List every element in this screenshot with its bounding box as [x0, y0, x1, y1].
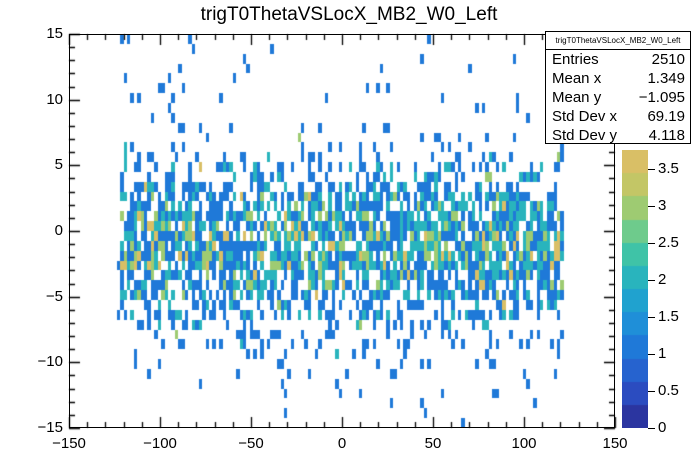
x-axis-tick-label: 100	[511, 435, 537, 452]
statistics-box-title: trigT0ThetaVSLocX_MB2_W0_Left	[546, 32, 690, 50]
color-palette-axis: 0 0.5 1 1.5 2 2.5 3 3.5	[648, 150, 698, 436]
statistics-row: Std Dev y 4.118	[546, 126, 690, 145]
x-axis-tick-label: 50	[424, 435, 442, 452]
palette-canvas	[622, 150, 648, 428]
statistics-value: 2510	[651, 51, 685, 68]
palette-tick-label: 2.5	[658, 233, 679, 251]
palette-tick	[648, 353, 655, 355]
statistics-label: Std Dev x	[552, 108, 618, 125]
y-axis-tick-label: 0	[54, 222, 63, 239]
palette-tick-label: 0	[658, 419, 667, 436]
x-axis-tick-label: −50	[238, 435, 264, 452]
palette-tick-label: 3.5	[658, 159, 679, 177]
y-axis-tick-label: −15	[37, 419, 63, 436]
statistics-rows: Entries 2510 Mean x 1.349 Mean y −1.095 Std De…	[546, 50, 690, 145]
y-axis-tick-label: 10	[46, 90, 63, 108]
palette-tick-label: 0.5	[658, 381, 679, 399]
y-axis-tick-label: −5	[45, 287, 63, 305]
y-axis-tick-label: 15	[46, 25, 63, 42]
palette-tick	[648, 168, 655, 170]
palette-tick	[648, 428, 655, 429]
statistics-label: Mean x	[552, 70, 602, 87]
color-palette-bar	[622, 150, 648, 428]
x-axis-tick-label: −150	[52, 435, 86, 452]
y-axis-tick-label: 5	[54, 156, 63, 174]
statistics-row: Mean y −1.095	[546, 88, 690, 107]
palette-tick	[648, 316, 655, 318]
statistics-box[interactable]: trigT0ThetaVSLocX_MB2_W0_Left Entries 251…	[545, 31, 691, 144]
palette-tick-label: 3	[658, 196, 667, 214]
statistics-value: 1.349	[647, 70, 685, 87]
statistics-row: Mean x 1.349	[546, 69, 690, 88]
x-axis-tick-label: 0	[337, 435, 347, 452]
x-axis-tick-label: −100	[143, 435, 177, 452]
statistics-row: Std Dev x 69.19	[546, 107, 690, 126]
palette-tick	[648, 279, 655, 281]
palette-tick	[648, 242, 655, 244]
palette-tick	[648, 390, 655, 392]
y-axis-tick-label: −10	[37, 353, 63, 371]
statistics-value: −1.095	[638, 89, 685, 106]
palette-tick-label: 1.5	[658, 307, 679, 325]
statistics-value: 4.118	[648, 127, 685, 144]
statistics-label: Std Dev y	[552, 127, 618, 144]
x-axis-tick-label: 150	[602, 435, 628, 452]
palette-tick-label: 2	[658, 270, 667, 288]
palette-tick	[648, 205, 655, 207]
statistics-value: 69.19	[647, 108, 685, 125]
statistics-row: Entries 2510	[546, 50, 690, 69]
statistics-label: Mean y	[552, 89, 602, 106]
statistics-label: Entries	[552, 51, 599, 68]
palette-tick-label: 1	[658, 344, 667, 362]
